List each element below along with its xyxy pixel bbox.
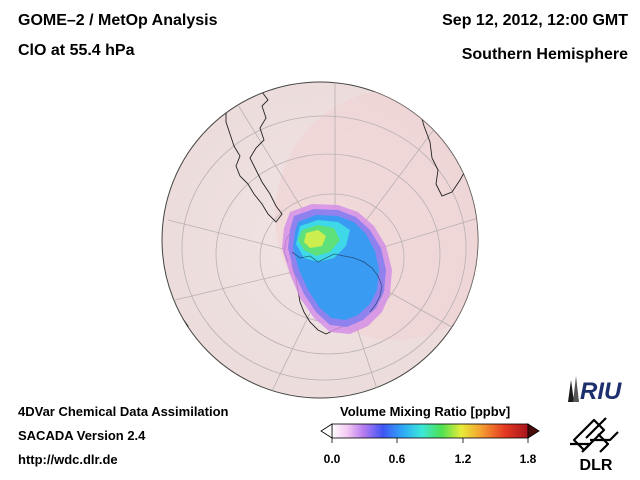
colorbar-min-arrow	[320, 423, 333, 439]
colorbar-gradient	[331, 423, 529, 439]
south-america-coast	[225, 89, 283, 223]
riu-logo: RIU	[568, 376, 622, 405]
date-label: Sep 12, 2012, 12:00 GMT	[442, 12, 628, 29]
title-line2: ClO at 55.4 hPa	[18, 42, 135, 59]
footer-url[interactable]: http://wdc.dlr.de	[18, 452, 118, 467]
colorbar-tick-label: 0.0	[323, 452, 341, 466]
dlr-logo-text: DLR	[580, 457, 613, 474]
colorbar-title: Volume Mixing Ratio [ppbv]	[340, 404, 511, 419]
title-line1: GOME–2 / MetOp Analysis	[18, 12, 218, 29]
clo-vortex	[282, 204, 392, 334]
colorbar-max-arrow	[527, 423, 540, 439]
colorbar-tick-label: 1.2	[454, 452, 472, 466]
region-label: Southern Hemisphere	[461, 46, 628, 63]
footer-line1: 4DVar Chemical Data Assimilation	[18, 404, 229, 419]
colorbar-tick-label: 0.6	[388, 452, 406, 466]
dlr-logo: DLR	[570, 417, 619, 474]
colorbar-tick-label: 1.8	[519, 452, 537, 466]
footer-line2: SACADA Version 2.4	[18, 428, 146, 443]
colorbar-ticks	[331, 438, 529, 443]
colorbar	[320, 423, 540, 443]
riu-logo-text: RIU	[580, 378, 622, 405]
vortex-yellow	[304, 230, 326, 248]
